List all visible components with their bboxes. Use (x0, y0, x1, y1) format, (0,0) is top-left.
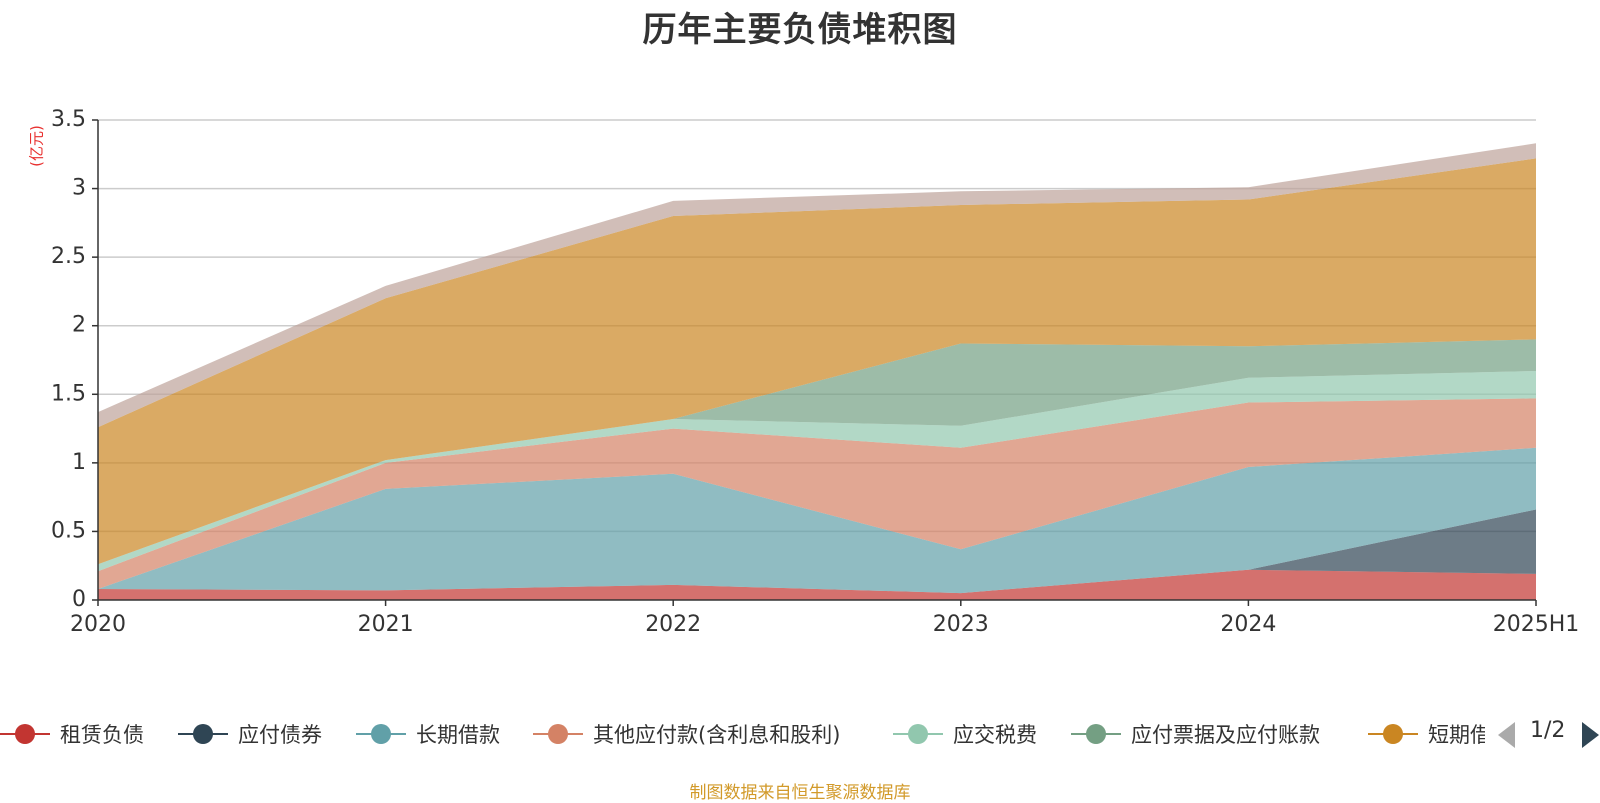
legend-item-4[interactable]: 应交税费 (893, 716, 1037, 752)
y-tick-label: 3.5 (51, 107, 86, 132)
y-tick-label: 0.5 (51, 518, 86, 543)
legend-item-5[interactable]: 应付票据及应付账款 (1071, 716, 1320, 752)
legend-next-page-icon[interactable] (1582, 722, 1599, 748)
area-series-4[interactable] (98, 371, 1536, 572)
legend-item-0[interactable]: 租赁负债 (0, 716, 144, 752)
area-series-6[interactable] (98, 158, 1536, 565)
area-series-7[interactable] (98, 143, 1536, 428)
x-tick-label: 2024 (1220, 612, 1276, 637)
y-tick-label: 2.5 (51, 244, 86, 269)
legend-marker-icon (1368, 716, 1418, 752)
chart-title: 历年主要负债堆积图 (642, 10, 958, 50)
area-series-2[interactable] (98, 447, 1536, 594)
legend-item-1[interactable]: 应付债券 (178, 716, 322, 752)
legend-label: 应付票据及应付账款 (1131, 723, 1320, 747)
legend-pager: 1/2 (1498, 716, 1600, 752)
x-tick-label: 2022 (645, 612, 701, 637)
area-series-3[interactable] (98, 398, 1536, 589)
y-tick-label: 1 (72, 450, 86, 475)
legend-marker-icon (178, 716, 228, 752)
legend-label: 应交税费 (953, 723, 1037, 747)
x-tick-label: 2023 (933, 612, 989, 637)
area-series-5[interactable] (98, 339, 1536, 565)
legend-label: 长期借款 (416, 723, 500, 747)
legend-item-6[interactable]: 短期借款 (1368, 716, 1485, 752)
legend-item-3[interactable]: 其他应付款(含利息和股利) (533, 716, 840, 752)
legend: 租赁负债 应付债券 长期借款 其他应付款(含利息和股利) 应交税费 应付票据及应付账款 短期… (0, 716, 1485, 752)
legend-label: 其他应付款(含利息和股利) (593, 723, 841, 747)
y-tick-label: 0 (72, 587, 86, 612)
legend-label: 应付债券 (238, 723, 322, 747)
axes: 0 0.5 1 1.5 2 2.5 3 3.5 2020 2021 2022 2023 2024 2025… (51, 107, 1579, 637)
data-source-note: 制图数据来自恒生聚源数据库 (689, 783, 911, 803)
legend-marker-icon (0, 716, 50, 752)
legend-marker-icon (893, 716, 943, 752)
x-tick-label: 2021 (358, 612, 414, 637)
area-series-0[interactable] (98, 569, 1536, 600)
legend-page-indicator: 1/2 (1530, 718, 1566, 743)
y-tick-label: 1.5 (51, 381, 86, 406)
legend-marker-icon (356, 716, 406, 752)
legend-label: 租赁负债 (60, 723, 144, 747)
legend-item-2[interactable]: 长期借款 (356, 716, 500, 752)
area-series-layer (98, 143, 1536, 600)
legend-marker-icon (1071, 716, 1121, 752)
x-tick-label: 2025H1 (1493, 612, 1580, 637)
legend-prev-page-icon[interactable] (1498, 722, 1515, 748)
legend-label: 短期借款 (1428, 723, 1485, 747)
y-tick-label: 2 (72, 313, 86, 338)
x-tick-label: 2020 (70, 612, 126, 637)
legend-marker-icon (533, 716, 583, 752)
y-tick-label: 3 (72, 176, 86, 201)
